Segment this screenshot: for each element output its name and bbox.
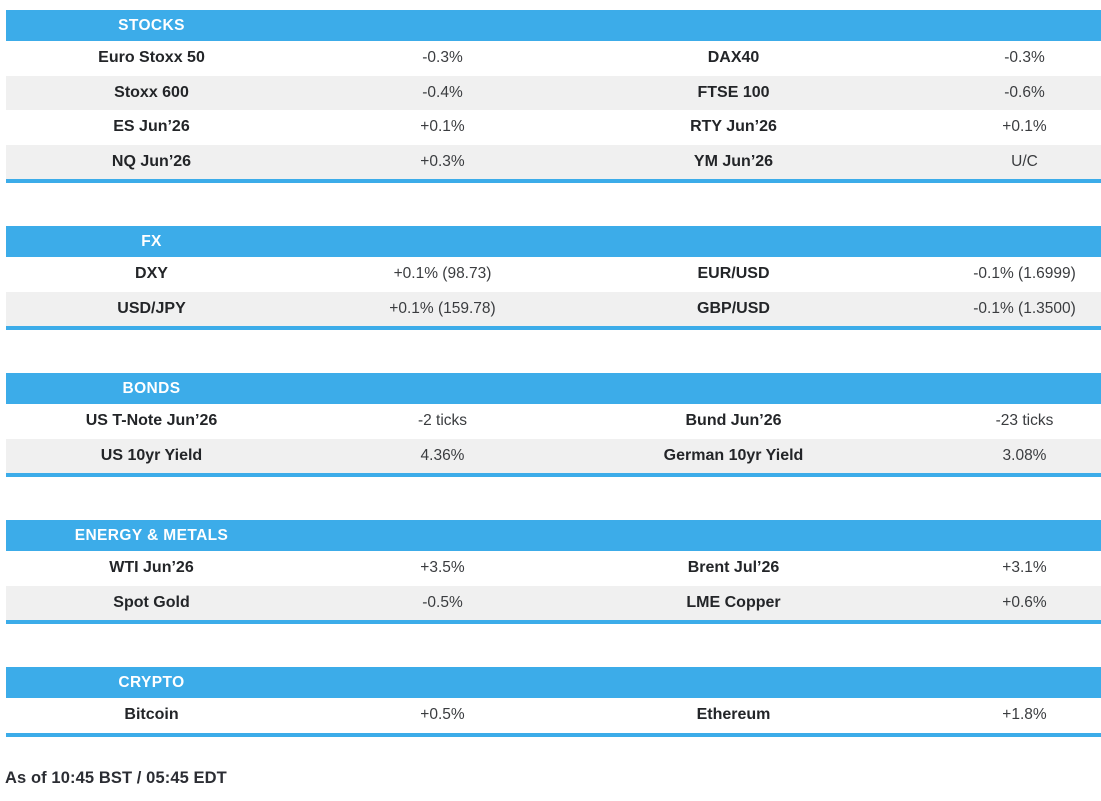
table-row: DXY +0.1% (98.73) EUR/USD -0.1% (1.6999)	[6, 257, 1101, 292]
instrument-name: YM Jun’26	[693, 152, 774, 170]
section-crypto: CRYPTO Bitcoin +0.5% Ethereum +1.8%	[6, 667, 1101, 737]
table-row: US T-Note Jun’26 -2 ticks Bund Jun’26 -23 t…	[6, 404, 1101, 439]
instrument-name: Brent Jul’26	[687, 559, 780, 577]
instrument-change: +0.3%	[420, 152, 465, 170]
instrument-name: German 10yr Yield	[663, 446, 804, 464]
instrument-change: U/C	[1011, 152, 1038, 170]
table-row: USD/JPY +0.1% (159.78) GBP/USD -0.1% (1.350…	[6, 291, 1101, 326]
section-rows: Bitcoin +0.5% Ethereum +1.8%	[6, 698, 1101, 733]
section-fx: FX DXY +0.1% (98.73) EUR/USD -0.1% (1.6999) U…	[6, 226, 1101, 330]
table-row: WTI Jun’26 +3.5% Brent Jul’26 +3.1%	[6, 551, 1101, 586]
instrument-change: -0.6%	[1004, 83, 1045, 101]
instrument-change: 3.08%	[1002, 446, 1047, 464]
table-row: Stoxx 600 -0.4% FTSE 100 -0.6%	[6, 75, 1101, 110]
section-rows: US T-Note Jun’26 -2 ticks Bund Jun’26 -23 t…	[6, 404, 1101, 473]
market-summary: STOCKS Euro Stoxx 50 -0.3% DAX40 -0.3% Stoxx …	[6, 10, 1101, 780]
instrument-change: -0.1% (1.3500)	[973, 299, 1076, 317]
instrument-name: FTSE 100	[697, 83, 770, 101]
as-of-timestamp: As of 10:45 BST / 05:45 EDT	[5, 769, 227, 787]
instrument-name: RTY Jun’26	[690, 118, 777, 136]
sections-container: STOCKS Euro Stoxx 50 -0.3% DAX40 -0.3% Stoxx …	[6, 10, 1101, 737]
table-row: ES Jun’26 +0.1% RTY Jun’26 +0.1%	[6, 110, 1101, 145]
table-row: US 10yr Yield 4.36% German 10yr Yield 3.08%	[6, 438, 1101, 473]
instrument-change: -0.1% (1.6999)	[973, 265, 1076, 283]
section-title: FX	[141, 232, 162, 250]
instrument-name: US T-Note Jun’26	[85, 412, 218, 430]
instrument-change: -2 ticks	[417, 412, 468, 430]
instrument-name: Ethereum	[696, 706, 771, 724]
instrument-change: -0.5%	[422, 593, 463, 611]
instrument-change: +0.1%	[420, 118, 465, 136]
instrument-name: EUR/USD	[697, 265, 770, 283]
instrument-change: +0.1% (159.78)	[389, 299, 496, 317]
section-rows: WTI Jun’26 +3.5% Brent Jul’26 +3.1% Spot Gol…	[6, 551, 1101, 620]
instrument-change: -0.3%	[1004, 49, 1045, 67]
instrument-name: Bitcoin	[124, 706, 179, 724]
instrument-change: +1.8%	[1002, 706, 1047, 724]
section-title: ENERGY & METALS	[74, 526, 229, 544]
instrument-name: Spot Gold	[113, 593, 190, 611]
instrument-change: +0.5%	[420, 706, 465, 724]
instrument-name: Stoxx 600	[114, 83, 189, 101]
section-header: ENERGY & METALS	[6, 520, 1101, 551]
instrument-change: 4.36%	[420, 446, 465, 464]
instrument-change: -0.3%	[422, 49, 463, 67]
section-title: CRYPTO	[118, 673, 185, 691]
instrument-name: USD/JPY	[117, 299, 186, 317]
section-bonds: BONDS US T-Note Jun’26 -2 ticks Bund Jun’26…	[6, 373, 1101, 477]
section-header: FX	[6, 226, 1101, 257]
instrument-name: WTI Jun’26	[109, 559, 194, 577]
table-row: NQ Jun’26 +0.3% YM Jun’26 U/C	[6, 144, 1101, 179]
section-title: BONDS	[122, 379, 181, 397]
instrument-change: +0.1% (98.73)	[393, 265, 492, 283]
table-row: Bitcoin +0.5% Ethereum +1.8%	[6, 698, 1101, 733]
instrument-name: Bund Jun’26	[685, 412, 782, 430]
instrument-change: +3.1%	[1002, 559, 1047, 577]
instrument-name: GBP/USD	[697, 299, 770, 317]
instrument-change: +0.6%	[1002, 593, 1047, 611]
instrument-name: DAX40	[707, 49, 760, 67]
instrument-name: Euro Stoxx 50	[98, 49, 205, 67]
section-energy-metals: ENERGY & METALS WTI Jun’26 +3.5% Brent Jul’…	[6, 520, 1101, 624]
section-rows: DXY +0.1% (98.73) EUR/USD -0.1% (1.6999) USD…	[6, 257, 1101, 326]
table-row: Euro Stoxx 50 -0.3% DAX40 -0.3%	[6, 41, 1101, 76]
section-header: STOCKS	[6, 10, 1101, 41]
instrument-change: -23 ticks	[995, 412, 1054, 430]
instrument-change: +3.5%	[420, 559, 465, 577]
instrument-name: ES Jun’26	[113, 118, 190, 136]
instrument-name: LME Copper	[686, 593, 781, 611]
instrument-change: -0.4%	[422, 83, 463, 101]
table-row: Spot Gold -0.5% LME Copper +0.6%	[6, 585, 1101, 620]
instrument-name: NQ Jun’26	[111, 152, 192, 170]
instrument-change: +0.1%	[1002, 118, 1047, 136]
instrument-name: DXY	[135, 265, 168, 283]
instrument-name: US 10yr Yield	[100, 446, 203, 464]
section-rows: Euro Stoxx 50 -0.3% DAX40 -0.3% Stoxx 600 -0.…	[6, 41, 1101, 179]
section-title: STOCKS	[118, 16, 185, 34]
section-stocks: STOCKS Euro Stoxx 50 -0.3% DAX40 -0.3% Stoxx …	[6, 10, 1101, 183]
section-header: BONDS	[6, 373, 1101, 404]
section-header: CRYPTO	[6, 667, 1101, 698]
